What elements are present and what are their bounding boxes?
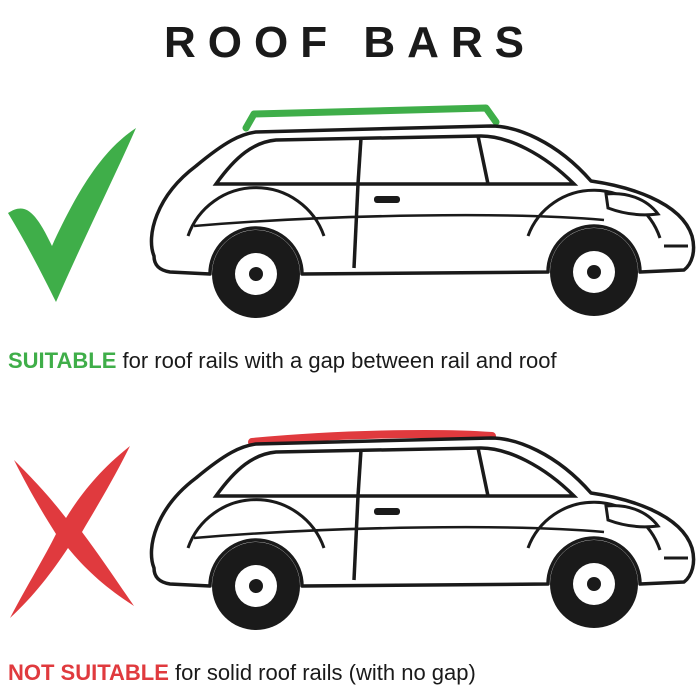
caption-not-suitable: NOT SUITABLE for solid roof rails (with … — [8, 660, 476, 686]
caption-suitable-rest: for roof rails with a gap between rail a… — [116, 348, 556, 373]
caption-not-suitable-rest: for solid roof rails (with no gap) — [169, 660, 476, 685]
car-illustration-not-suitable — [136, 398, 700, 648]
caption-not-suitable-emphasis: NOT SUITABLE — [8, 660, 169, 685]
check-icon — [0, 118, 144, 308]
panel-not-suitable — [0, 390, 700, 690]
panel-suitable — [0, 78, 700, 378]
car-illustration-suitable — [136, 86, 700, 336]
caption-suitable-emphasis: SUITABLE — [8, 348, 116, 373]
cross-icon — [0, 430, 144, 620]
page-title: ROOF BARS — [164, 18, 536, 68]
caption-suitable: SUITABLE for roof rails with a gap betwe… — [8, 348, 557, 374]
